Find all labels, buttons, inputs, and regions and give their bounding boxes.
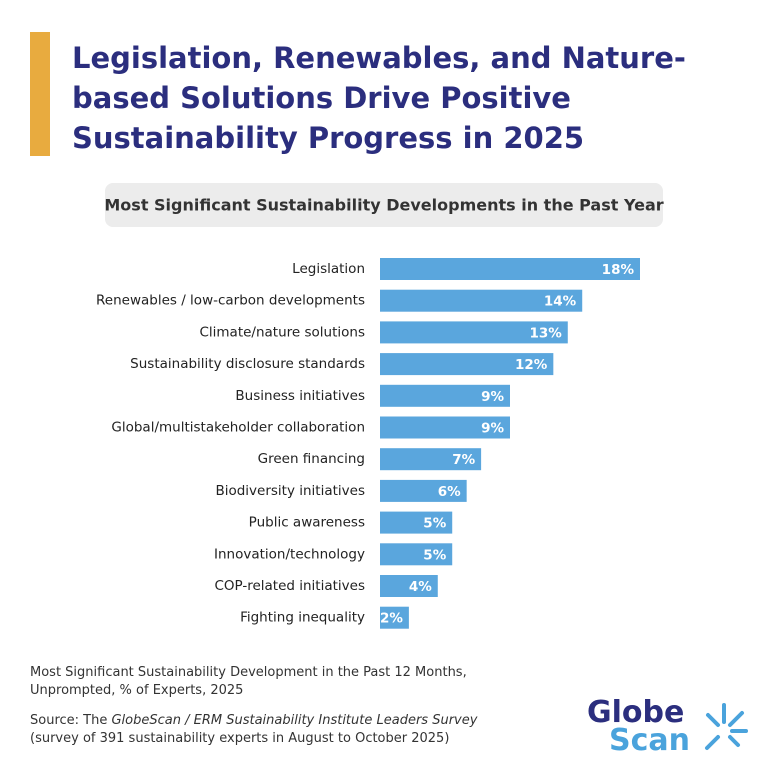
title-line: Sustainability Progress in 2025 xyxy=(72,121,584,155)
category-label: COP-related initiatives xyxy=(214,578,365,594)
bar xyxy=(380,543,453,566)
bar xyxy=(380,606,409,629)
category-label: Global/multistakeholder collaboration xyxy=(111,420,365,436)
value-label: 18% xyxy=(602,262,635,278)
category-label: Green financing xyxy=(258,451,365,467)
value-label: 13% xyxy=(529,325,562,341)
title-line: Legislation, Renewables, and Nature- xyxy=(72,41,686,75)
category-label: Legislation xyxy=(292,261,365,277)
category-label: Fighting inequality xyxy=(240,610,365,626)
value-label: 4% xyxy=(409,579,432,595)
subtitle-box xyxy=(105,183,663,227)
bar xyxy=(380,321,568,344)
category-label: Innovation/technology xyxy=(214,546,365,562)
source-italic: GlobeScan / ERM Sustainability Institute… xyxy=(111,713,477,728)
value-label: 7% xyxy=(452,452,475,468)
category-label: Renewables / low-carbon developments xyxy=(96,293,365,309)
category-label: Business initiatives xyxy=(235,388,365,404)
bar xyxy=(380,479,467,502)
value-label: 5% xyxy=(423,516,446,532)
value-label: 12% xyxy=(515,357,548,373)
logo-text: Scan xyxy=(609,723,690,758)
value-label: 6% xyxy=(438,484,461,500)
bar xyxy=(380,416,510,439)
category-label: Sustainability disclosure standards xyxy=(130,356,365,372)
title-line: based Solutions Drive Positive xyxy=(72,81,571,115)
accent-bar xyxy=(30,32,50,156)
bar xyxy=(380,353,554,376)
value-label: 9% xyxy=(481,389,504,405)
bar xyxy=(380,258,640,280)
category-label: Biodiversity initiatives xyxy=(215,483,365,499)
source: (survey of 391 sustainability experts in… xyxy=(30,731,449,746)
value-label: 14% xyxy=(544,294,577,310)
category-label: Public awareness xyxy=(249,515,365,531)
value-label: 5% xyxy=(423,547,446,563)
value-label: 9% xyxy=(481,421,504,437)
source: Source: The GlobeScan / ERM Sustainabili… xyxy=(30,713,478,728)
logo-icon xyxy=(705,703,748,750)
subtitle: Most Significant Sustainability Developm… xyxy=(104,196,663,215)
bar xyxy=(380,289,583,312)
bar xyxy=(380,448,482,471)
source-prefix: Source: The xyxy=(30,713,111,728)
value-label: 2% xyxy=(380,611,403,627)
category-label: Climate/nature solutions xyxy=(199,324,365,340)
logo-text: Globe xyxy=(587,695,684,730)
bar xyxy=(380,575,438,597)
note: Most Significant Sustainability Developm… xyxy=(30,665,467,680)
bar xyxy=(380,511,453,534)
bar xyxy=(380,384,510,407)
note: Unprompted, % of Experts, 2025 xyxy=(30,683,243,698)
